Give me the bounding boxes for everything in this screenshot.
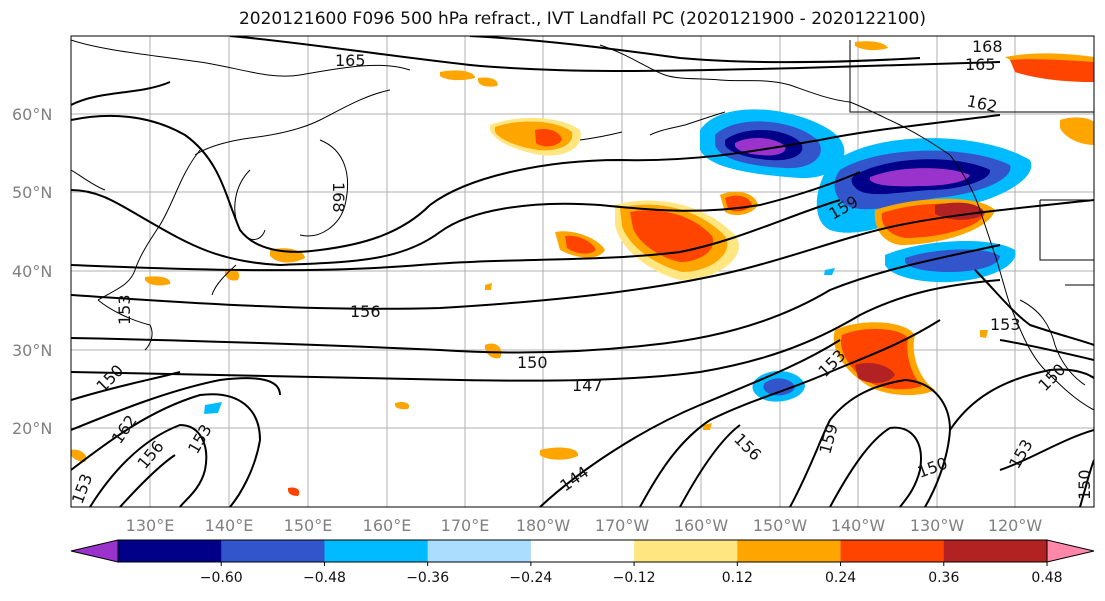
- lon-label: 120°W: [988, 516, 1043, 535]
- colorbar-segment: [530, 540, 635, 562]
- contour-label: 150: [517, 353, 548, 372]
- lat-label-30: 30°N: [12, 341, 52, 360]
- contour-label: 147: [572, 376, 603, 395]
- colorbar-outline: [117, 539, 1048, 563]
- lon-label: 140°W: [831, 516, 886, 535]
- contour-label: 165: [965, 55, 996, 74]
- colorbar-segment: [840, 540, 945, 562]
- contour-label: 165: [335, 51, 366, 70]
- contour-label: 168: [972, 37, 1003, 56]
- colorbar-extend-low: [70, 539, 119, 563]
- lat-label-40: 40°N: [12, 262, 52, 281]
- colorbar-segment: [943, 540, 1048, 562]
- contour-label: 153: [990, 315, 1021, 334]
- lon-label: 170°E: [441, 516, 490, 535]
- colorbar-segment: [427, 540, 532, 562]
- colorbar-tick-label: −0.12: [613, 570, 656, 586]
- colorbar-tick-label: 0.36: [928, 570, 959, 586]
- colorbar-tick-label: 0.12: [722, 570, 753, 586]
- lon-label: 130°W: [910, 516, 965, 535]
- lon-label: 160°E: [363, 516, 412, 535]
- contour-label: 150: [1075, 469, 1094, 500]
- colorbar-segment: [634, 540, 738, 562]
- lon-label: 130°E: [126, 516, 175, 535]
- lon-label: 160°W: [674, 516, 729, 535]
- map-title: 2020121600 F096 500 hPa refract., IVT La…: [238, 9, 926, 29]
- map-frame: [70, 35, 1095, 508]
- lon-label: 170°W: [595, 516, 650, 535]
- positive-anomaly-shading: [71, 41, 1094, 496]
- contour-label: 153: [115, 294, 134, 325]
- colorbar-tick-label: −0.48: [303, 570, 346, 586]
- lon-label: 180°W: [516, 516, 571, 535]
- negative-anomaly-shading: [204, 109, 1032, 414]
- lat-label-60: 60°N: [12, 105, 52, 124]
- lat-label-50: 50°N: [12, 183, 52, 202]
- lon-label: 150°E: [284, 516, 333, 535]
- colorbar-segment: [118, 540, 222, 562]
- colorbar-tick-label: −0.24: [509, 570, 552, 586]
- colorbar-tick-label: 0.48: [1031, 570, 1062, 586]
- colorbar-extend-high: [1046, 539, 1095, 563]
- colorbar-ticks: −0.60 −0.48 −0.36 −0.24 −0.12 0.12 0.24 0.36 0.4…: [200, 562, 1063, 586]
- refractivity-contours: [71, 36, 1094, 507]
- lon-label: 150°W: [753, 516, 808, 535]
- longitude-labels: 130°E 140°E 150°E 160°E 170°E 180°W 170°…: [126, 516, 1043, 535]
- latitude-labels: 60°N 50°N 40°N 30°N 20°N: [12, 105, 52, 438]
- contour-label: 156: [350, 302, 381, 321]
- colorbar-tick-label: −0.60: [200, 570, 243, 586]
- colorbar-segment: [221, 540, 325, 562]
- lat-label-20: 20°N: [12, 419, 52, 438]
- colorbar-segment: [737, 540, 842, 562]
- colorbar-segment: [324, 540, 429, 562]
- lon-label: 140°E: [205, 516, 254, 535]
- contour-label: 168: [329, 182, 348, 213]
- colorbar-tick-label: 0.24: [825, 570, 856, 586]
- colorbar: [70, 539, 1095, 563]
- colorbar-tick-label: −0.36: [406, 570, 449, 586]
